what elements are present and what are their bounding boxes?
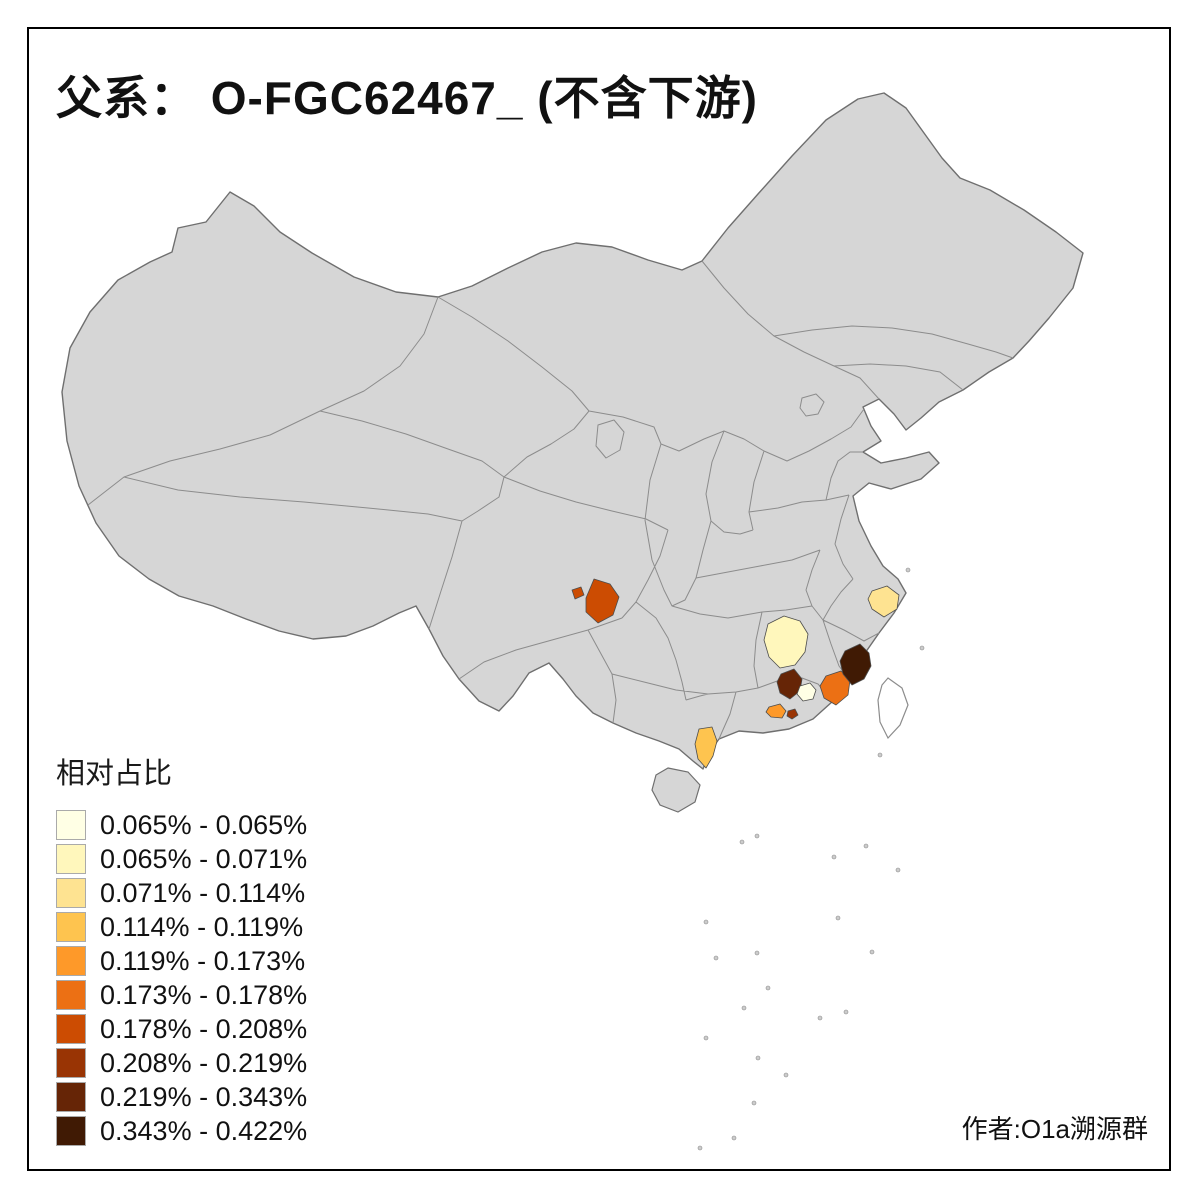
highlighted-regions — [571, 578, 900, 769]
legend-label: 0.208% - 0.219% — [100, 1047, 308, 1078]
legend-label: 0.071% - 0.114% — [100, 877, 306, 908]
figure-border — [27, 27, 1171, 1171]
region-west-guangdong-a — [765, 703, 787, 719]
legend-swatch — [56, 878, 86, 908]
legend-label: 0.065% - 0.065% — [100, 809, 308, 840]
legend-swatch — [56, 844, 86, 874]
region-central-fujian — [839, 643, 872, 686]
legend-item: 0.343% - 0.422% — [56, 1114, 307, 1148]
region-chongqing-west — [571, 586, 585, 600]
legend-item: 0.173% - 0.178% — [56, 978, 307, 1012]
region-chaoshan — [796, 682, 817, 702]
legend: 相对占比 0.065% - 0.065% 0.065% - 0.071% 0.071… — [56, 750, 307, 1148]
legend-swatch — [56, 1116, 86, 1146]
legend-label: 0.343% - 0.422% — [100, 1115, 308, 1146]
legend-item: 0.065% - 0.071% — [56, 842, 307, 876]
hainan-island — [651, 767, 701, 813]
region-west-guangdong-b — [786, 708, 799, 720]
taiwan-island — [877, 677, 909, 740]
region-coastal-zhejiang — [867, 585, 900, 618]
legend-title: 相对占比 — [56, 758, 173, 790]
legend-item: 0.219% - 0.343% — [56, 1080, 307, 1114]
legend-label: 0.114% - 0.119% — [100, 911, 304, 942]
legend-swatch — [56, 946, 86, 976]
province-borders — [87, 260, 1014, 740]
region-chongqing — [585, 578, 620, 624]
legend-label: 0.178% - 0.208% — [100, 1013, 308, 1044]
legend-swatch — [56, 980, 86, 1010]
legend-item: 0.178% - 0.208% — [56, 1012, 307, 1046]
legend-items: 0.065% - 0.065% 0.065% - 0.071% 0.071% - 0… — [56, 808, 307, 1148]
legend-label: 0.065% - 0.071% — [100, 843, 308, 874]
region-leizhou-peninsula — [694, 726, 718, 769]
attribution: 作者:O1a溯源群 — [961, 1114, 1148, 1144]
legend-label: 0.173% - 0.178% — [100, 979, 308, 1010]
legend-label: 0.219% - 0.343% — [100, 1081, 308, 1112]
legend-item: 0.208% - 0.219% — [56, 1046, 307, 1080]
south-china-sea-islands — [697, 567, 925, 1151]
figure-title: 父系： O-FGC62467_ (不含下游) — [56, 72, 758, 124]
legend-item: 0.114% - 0.119% — [56, 910, 307, 944]
legend-swatch — [56, 1014, 86, 1044]
region-south-jiangxi — [763, 615, 809, 669]
china-outline — [61, 92, 1084, 770]
legend-swatch — [56, 1082, 86, 1112]
legend-item: 0.065% - 0.065% — [56, 808, 307, 842]
legend-item: 0.071% - 0.114% — [56, 876, 307, 910]
legend-swatch — [56, 1048, 86, 1078]
legend-swatch — [56, 912, 86, 942]
legend-swatch — [56, 810, 86, 840]
region-east-guangdong — [776, 668, 803, 700]
legend-label: 0.119% - 0.173% — [100, 945, 306, 976]
legend-item: 0.119% - 0.173% — [56, 944, 307, 978]
